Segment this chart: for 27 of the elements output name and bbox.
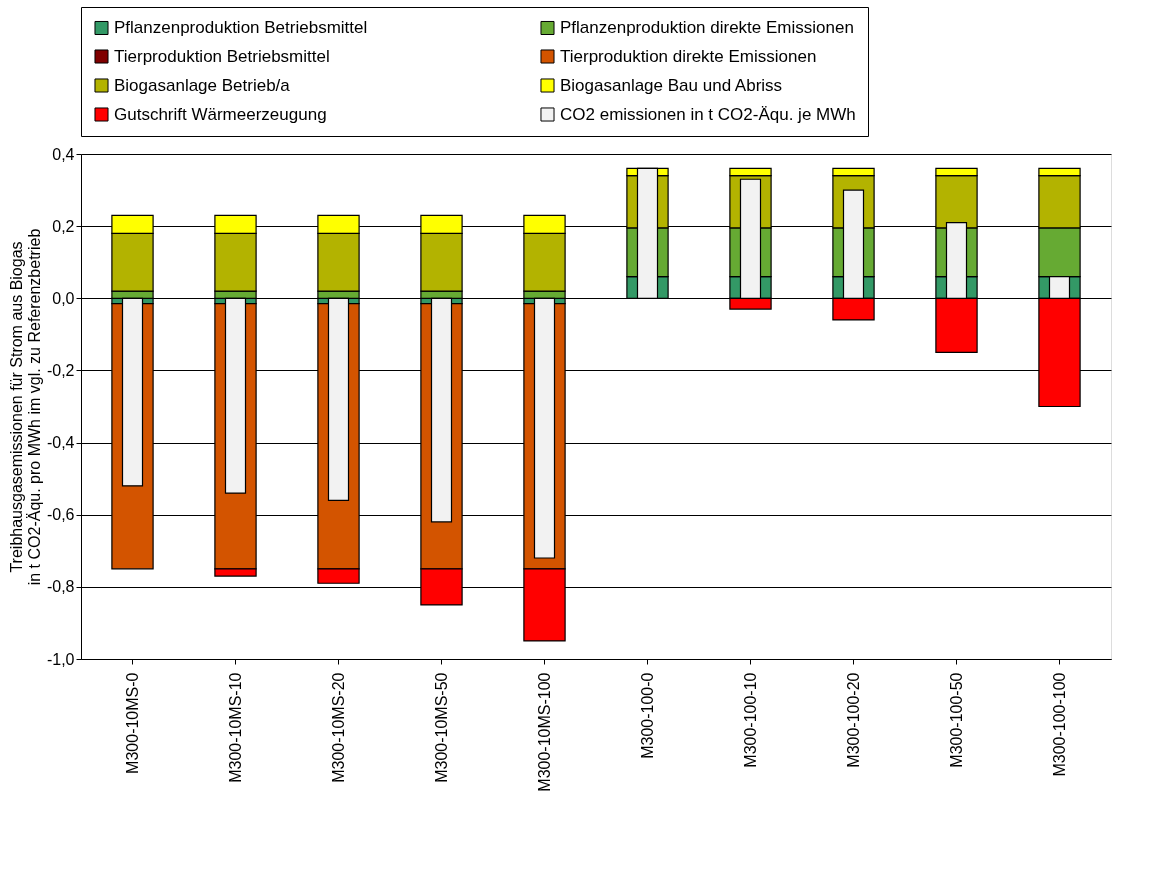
y-tick-label: 0,0	[52, 289, 75, 307]
x-tick-label: M300-100-20	[844, 672, 862, 768]
y-axis-title: Treibhausgasemissionen für Strom aus Biogas in t CO2-Äqu. pro MWh im vgl. zu Referenzbetrieb	[7, 228, 43, 586]
y-tick-label: -1,0	[46, 650, 75, 668]
legend-label: CO2 emissionen in t CO2-Äqu. je MWh	[560, 104, 856, 124]
x-tick-label: M300-100-100	[1050, 672, 1068, 777]
x-tick-label: M300-10MS-100	[535, 672, 553, 792]
x-tick-label: M300-10MS-10	[226, 672, 244, 783]
legend-label: Biogasanlage Bau und Abriss	[560, 75, 783, 95]
legend-label: Gutschrift Wärmeerzeugung	[114, 104, 327, 124]
x-tick-label: M300-100-50	[947, 672, 965, 768]
y-tick-label: -0,6	[46, 506, 75, 524]
y-tick-label: 0,2	[52, 217, 75, 235]
x-tick-label: M300-10MS-20	[329, 672, 347, 783]
legend-label: Tierproduktion Betriebsmittel	[114, 46, 330, 66]
legend-label: Tierproduktion direkte Emissionen	[560, 46, 817, 66]
x-tick-label: M300-100-10	[741, 672, 759, 768]
x-tick-label: M300-10MS-0	[123, 672, 141, 774]
y-tick-label: -0,2	[46, 361, 75, 379]
x-tick-label: M300-10MS-50	[432, 672, 450, 783]
y-tick-label: -0,8	[46, 578, 75, 596]
y-tick-label: 0,4	[52, 145, 75, 163]
legend-label: Pflanzenproduktion direkte Emissionen	[560, 17, 854, 37]
y-tick-label: -0,4	[46, 434, 75, 452]
x-tick-label: M300-100-0	[638, 672, 656, 759]
legend-label: Pflanzenproduktion Betriebsmittel	[114, 17, 368, 37]
legend-label: Biogasanlage Betrieb/a	[114, 75, 291, 95]
